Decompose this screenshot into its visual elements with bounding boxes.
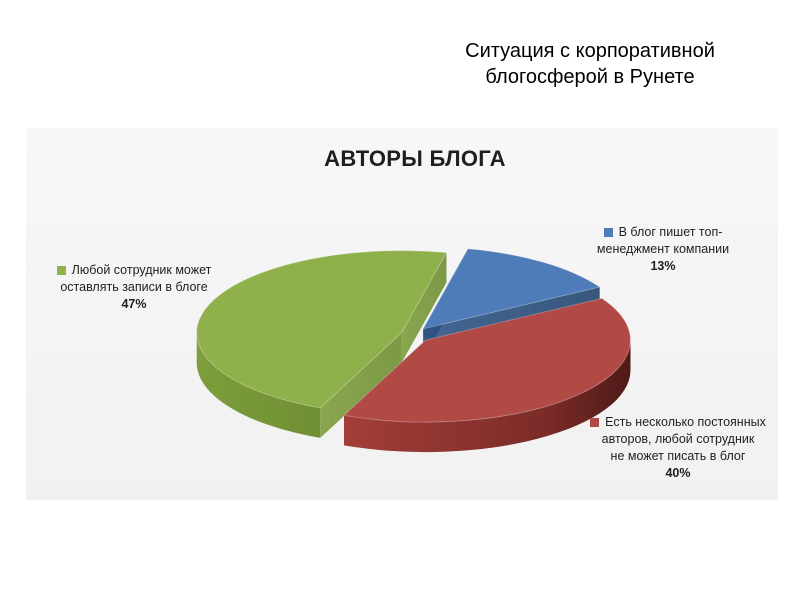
slice-label-line: авторов, любой сотрудник: [601, 432, 755, 446]
slice-label-top-management: В блог пишет топ- менеджмент компании 13…: [568, 224, 758, 275]
slice-several-authors-side: [344, 340, 631, 453]
legend-marker-green: [56, 266, 66, 276]
slice-label-line: Есть несколько постоянных: [605, 415, 766, 429]
slice-several-authors: [342, 297, 631, 423]
slice-percent-label: 40%: [665, 466, 691, 480]
slice-label-any-employee: Любой сотрудник может оставлять записи в…: [34, 262, 234, 313]
slice-any-employee-side: [196, 332, 321, 438]
chart-title: АВТОРЫ БЛОГА: [324, 146, 506, 171]
slice-percent-label: 47%: [121, 297, 147, 311]
slice-label-line: Любой сотрудник может: [71, 263, 212, 277]
slice-label-line: оставлять записи в блоге: [60, 280, 208, 294]
legend-marker-red: [590, 418, 600, 428]
slice-label-line: не может писать в блог: [610, 449, 746, 463]
slice-any-employee: [196, 250, 448, 409]
slice-any-employee-cut: [401, 252, 447, 363]
slide-title: Ситуация с корпоративной блогосферой в Р…: [420, 38, 760, 90]
slice-label-line: менеджмент компании: [596, 242, 730, 256]
slice-label-several-authors: Есть несколько постоянных авторов, любой…: [578, 414, 778, 482]
slice-percent-label: 13%: [650, 259, 676, 273]
slice-any-employee-cut: [320, 332, 402, 438]
legend-marker-blue: [603, 228, 613, 238]
slice-top-management: [422, 248, 601, 330]
slide-title-line-2: блогосферой в Рунете: [485, 66, 695, 88]
slice-label-line: В блог пишет топ-: [618, 225, 723, 239]
slide-title-line-1: Ситуация с корпоративной: [465, 40, 715, 62]
